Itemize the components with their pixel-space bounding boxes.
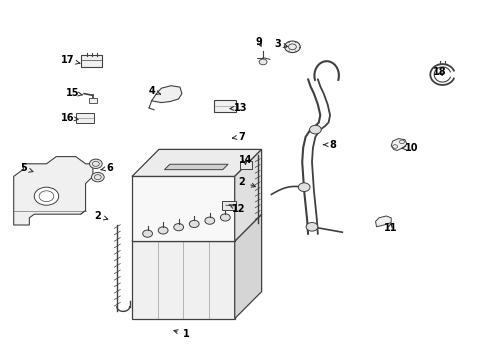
Text: 6: 6 [101, 163, 113, 173]
Polygon shape [164, 164, 227, 170]
Polygon shape [14, 157, 93, 225]
Text: 8: 8 [323, 140, 335, 150]
Polygon shape [234, 214, 261, 319]
Text: 2: 2 [94, 211, 107, 221]
Text: 15: 15 [65, 88, 82, 98]
Polygon shape [390, 139, 406, 150]
Circle shape [298, 183, 309, 192]
Text: 11: 11 [383, 222, 396, 233]
Text: 1: 1 [174, 329, 189, 339]
Circle shape [91, 172, 104, 182]
FancyBboxPatch shape [214, 100, 235, 112]
Polygon shape [132, 241, 234, 319]
Text: 17: 17 [61, 55, 80, 66]
FancyBboxPatch shape [76, 113, 94, 123]
Text: 9: 9 [255, 37, 262, 48]
Text: 16: 16 [61, 113, 78, 123]
Polygon shape [132, 149, 261, 176]
Circle shape [259, 59, 266, 65]
Polygon shape [375, 216, 390, 227]
Text: 18: 18 [432, 67, 446, 77]
Text: 4: 4 [148, 86, 160, 96]
Circle shape [158, 227, 168, 234]
Circle shape [89, 159, 102, 168]
Polygon shape [234, 149, 261, 241]
Text: 7: 7 [232, 132, 244, 142]
Text: 10: 10 [401, 143, 418, 153]
Circle shape [173, 224, 183, 231]
Text: 14: 14 [238, 155, 252, 165]
Text: 2: 2 [238, 177, 255, 187]
Circle shape [284, 41, 300, 53]
FancyBboxPatch shape [89, 98, 97, 103]
Text: 12: 12 [228, 204, 245, 214]
Circle shape [309, 125, 321, 134]
Circle shape [189, 220, 199, 228]
Circle shape [142, 230, 152, 237]
Polygon shape [132, 214, 261, 241]
Polygon shape [132, 176, 234, 241]
Circle shape [305, 222, 317, 231]
FancyBboxPatch shape [81, 55, 102, 67]
Text: 13: 13 [229, 103, 247, 113]
Text: 5: 5 [20, 163, 33, 174]
Circle shape [34, 187, 59, 205]
Text: 3: 3 [274, 39, 287, 49]
Circle shape [204, 217, 214, 224]
Polygon shape [151, 86, 182, 103]
FancyBboxPatch shape [221, 201, 235, 210]
Circle shape [220, 214, 230, 221]
FancyBboxPatch shape [240, 161, 251, 169]
